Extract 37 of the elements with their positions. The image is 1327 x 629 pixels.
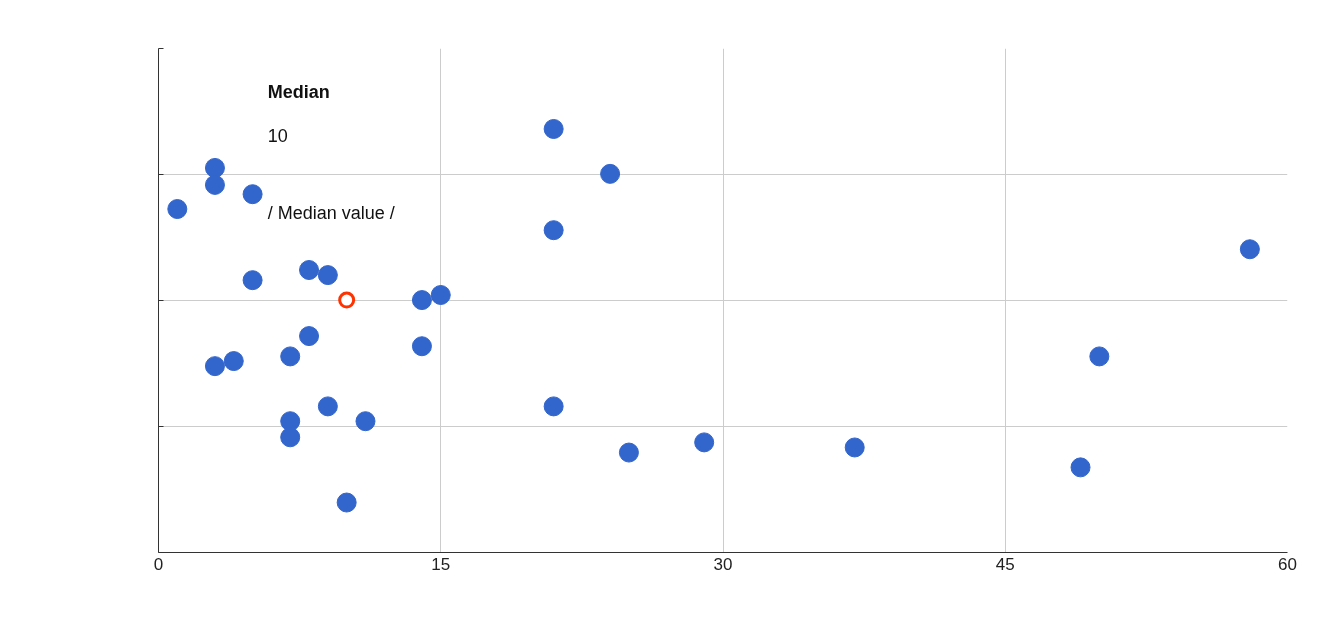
point — [204, 157, 225, 178]
point — [317, 265, 338, 286]
point — [299, 260, 320, 280]
point — [543, 220, 564, 241]
point — [430, 285, 451, 305]
x-tick-label: 30 — [713, 554, 733, 574]
point — [299, 326, 320, 347]
point — [242, 270, 263, 291]
point — [694, 432, 715, 453]
annotation: / Median value / — [267, 202, 395, 223]
point — [204, 356, 225, 377]
point — [600, 163, 621, 184]
text: Median — [267, 81, 330, 102]
point — [1089, 346, 1110, 367]
point — [618, 442, 639, 463]
point — [543, 396, 564, 417]
x-tick-label: 0 — [153, 554, 164, 574]
point — [1239, 239, 1260, 260]
point — [1070, 457, 1091, 478]
point — [280, 346, 301, 367]
x-tick-label: 15 — [431, 554, 451, 574]
point — [355, 411, 376, 432]
point — [167, 199, 188, 219]
annotation: 10 — [267, 126, 288, 147]
point — [280, 427, 301, 448]
point — [317, 396, 338, 417]
point — [223, 351, 244, 372]
point — [543, 118, 564, 139]
point — [242, 184, 263, 205]
point — [411, 336, 432, 357]
point — [844, 437, 865, 458]
point — [336, 492, 357, 513]
point — [338, 291, 356, 309]
x-tick-label: 45 — [995, 554, 1015, 574]
point — [204, 174, 225, 195]
x-tick-label: 60 — [1278, 554, 1297, 574]
point — [411, 290, 432, 311]
